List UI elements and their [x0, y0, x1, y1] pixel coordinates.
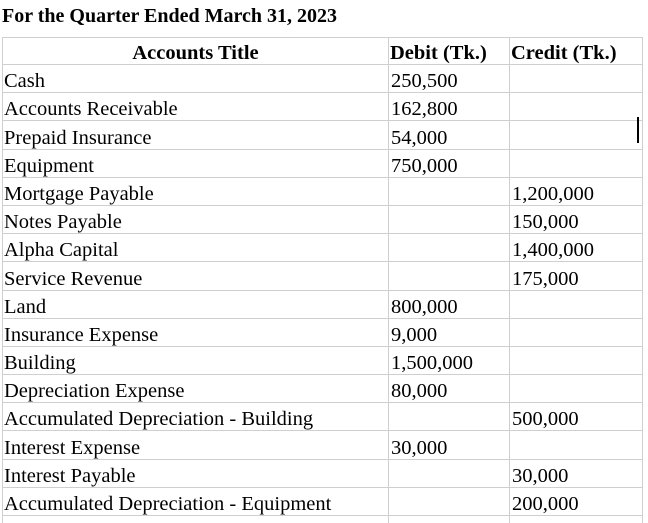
credit-cell: 1,400,000	[509, 233, 643, 263]
total-debit: 4,636,800	[388, 514, 510, 523]
account-cell: Accumulated Depreciation - Equipment	[2, 486, 389, 517]
table-header-row: Accounts Title Debit (Tk.) Credit (Tk.)	[2, 37, 643, 65]
table-row: Mortgage Payable 1,200,000	[2, 176, 643, 206]
credit-cell: 1,200,000	[509, 176, 643, 206]
account-cell: Mortgage Payable	[2, 176, 389, 206]
debit-cell: 162,800	[388, 92, 510, 122]
debit-cell: 1,500,000	[388, 345, 510, 376]
document-title: For the Quarter Ended March 31, 2023	[2, 5, 337, 27]
debit-cell: 750,000	[388, 148, 510, 178]
debit-cell: 800,000	[388, 289, 510, 319]
text-cursor	[637, 117, 639, 143]
credit-cell	[509, 120, 643, 150]
table-row: Interest Payable 30,000	[2, 458, 643, 488]
account-cell: Land	[2, 289, 389, 319]
total-credit: 4,636,800	[509, 514, 643, 523]
table-row: Accumulated Depreciation - Equipment 200…	[2, 486, 643, 517]
account-cell: Service Revenue	[2, 261, 389, 291]
column-header-credit: Credit (Tk.)	[509, 37, 643, 65]
debit-cell: 9,000	[388, 317, 510, 347]
table-row: Land 800,000	[2, 289, 643, 319]
account-cell: Alpha Capital	[2, 233, 389, 263]
account-cell: Accumulated Depreciation - Building	[2, 402, 389, 432]
trial-balance-table: Accounts Title Debit (Tk.) Credit (Tk.) …	[2, 37, 643, 523]
credit-cell	[509, 345, 643, 376]
debit-cell: 30,000	[388, 430, 510, 460]
table-row: Notes Payable 150,000	[2, 204, 643, 235]
credit-cell: 150,000	[509, 204, 643, 235]
account-cell: Prepaid Insurance	[2, 120, 389, 150]
account-cell: Interest Expense	[2, 430, 389, 460]
table-row: Interest Expense 30,000	[2, 430, 643, 460]
debit-cell	[388, 233, 510, 263]
debit-cell: 54,000	[388, 120, 510, 150]
table-row: Alpha Capital 1,400,000	[2, 233, 643, 263]
credit-cell	[509, 317, 643, 347]
table-row: Accounts Receivable 162,800	[2, 92, 643, 122]
account-cell: Notes Payable	[2, 204, 389, 235]
table-row: Prepaid Insurance 54,000	[2, 120, 643, 150]
account-cell: Insurance Expense	[2, 317, 389, 347]
column-header-debit: Debit (Tk.)	[388, 37, 510, 65]
table-row: Cash 250,500	[2, 63, 643, 94]
account-cell: Interest Payable	[2, 458, 389, 488]
account-cell: Depreciation Expense	[2, 374, 389, 404]
debit-cell	[388, 204, 510, 235]
total-label: Total	[2, 514, 389, 523]
credit-cell	[509, 63, 643, 94]
debit-cell	[388, 402, 510, 432]
table-row: Service Revenue 175,000	[2, 261, 643, 291]
debit-cell	[388, 261, 510, 291]
credit-cell	[509, 289, 643, 319]
account-cell: Accounts Receivable	[2, 92, 389, 122]
debit-cell	[388, 458, 510, 488]
credit-cell	[509, 374, 643, 404]
account-cell: Building	[2, 345, 389, 376]
credit-cell: 30,000	[509, 458, 643, 488]
column-header-account: Accounts Title	[2, 37, 389, 65]
credit-cell	[509, 92, 643, 122]
credit-cell: 175,000	[509, 261, 643, 291]
credit-cell	[509, 430, 643, 460]
table-row: Insurance Expense 9,000	[2, 317, 643, 347]
debit-cell	[388, 176, 510, 206]
table-row: Building 1,500,000	[2, 345, 643, 376]
total-row: Total 4,636,800 4,636,800	[2, 514, 643, 523]
account-cell: Equipment	[2, 148, 389, 178]
credit-cell	[509, 148, 643, 178]
table-row: Accumulated Depreciation - Building 500,…	[2, 402, 643, 432]
debit-cell	[388, 486, 510, 517]
credit-cell: 200,000	[509, 486, 643, 517]
account-cell: Cash	[2, 63, 389, 94]
table-row: Equipment 750,000	[2, 148, 643, 178]
table-row: Depreciation Expense 80,000	[2, 374, 643, 404]
credit-cell: 500,000	[509, 402, 643, 432]
debit-cell: 80,000	[388, 374, 510, 404]
debit-cell: 250,500	[388, 63, 510, 94]
